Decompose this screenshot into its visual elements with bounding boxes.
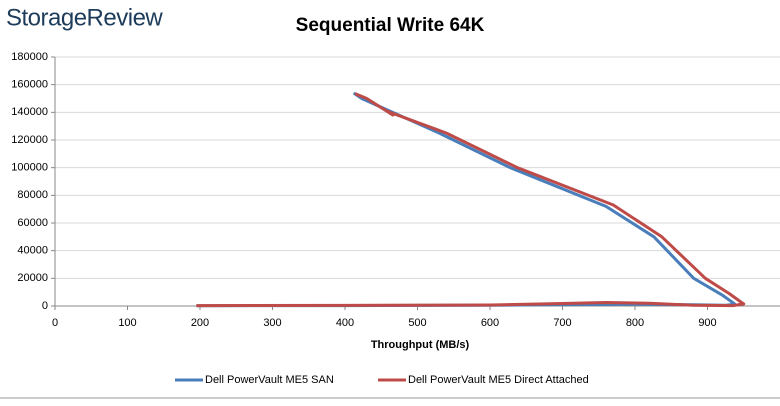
y-tick-label: 140000 xyxy=(11,106,48,118)
x-tick-label: 400 xyxy=(336,317,354,329)
x-tick-label: 700 xyxy=(553,317,571,329)
legend-label: Dell PowerVault ME5 SAN xyxy=(205,374,334,386)
x-tick-label: 100 xyxy=(118,317,136,329)
x-tick-label: 0 xyxy=(52,317,58,329)
y-tick-label: 60000 xyxy=(17,217,48,229)
legend-label: Dell PowerVault ME5 Direct Attached xyxy=(408,374,589,386)
y-tick-label: 20000 xyxy=(17,272,48,284)
x-axis-label: Throughput (MB/s) xyxy=(371,339,470,351)
brand-logo: StorageReview xyxy=(6,4,163,31)
y-tick-label: 100000 xyxy=(11,162,48,174)
x-tick-label: 600 xyxy=(481,317,499,329)
x-tick-label: 200 xyxy=(191,317,209,329)
x-tick-label: 900 xyxy=(698,317,716,329)
y-tick-label: 120000 xyxy=(11,134,48,146)
x-tick-label: 800 xyxy=(626,317,644,329)
y-tick-label: 0 xyxy=(42,300,48,312)
x-tick-label: 500 xyxy=(408,317,426,329)
y-tick-label: 160000 xyxy=(11,79,48,91)
y-tick-label: 80000 xyxy=(17,189,48,201)
x-tick-label: 300 xyxy=(263,317,281,329)
series-line xyxy=(196,91,737,308)
series-line xyxy=(196,92,746,308)
chart-title: Sequential Write 64K xyxy=(296,15,485,36)
y-tick-label: 180000 xyxy=(11,51,48,63)
y-tick-label: 40000 xyxy=(17,245,48,257)
